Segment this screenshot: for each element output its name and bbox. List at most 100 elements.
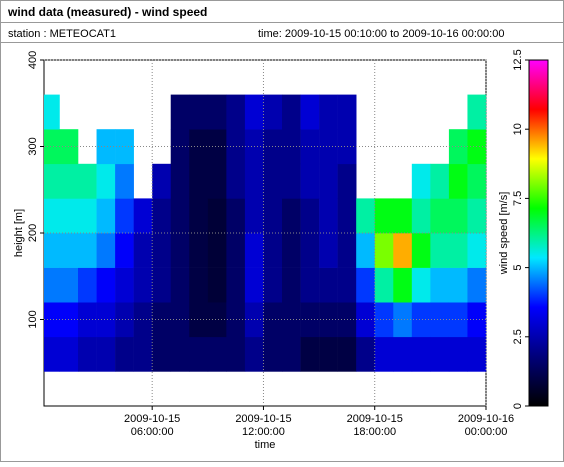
heat-cell [263,94,283,130]
heat-cell [356,267,376,303]
heat-cell [170,302,190,338]
heat-cell [319,94,338,130]
heat-cell [244,336,264,372]
heat-cell [244,94,264,130]
heat-cell [430,198,450,234]
heat-cell [226,129,246,165]
heat-cell [189,336,209,372]
heat-cell [226,163,246,199]
heat-cell [44,129,60,165]
heat-cell [59,198,79,234]
heat-cell [189,302,209,338]
x-tick-label: 2009-10-16 [458,413,514,425]
heat-cell [115,163,134,199]
colorbar-tick-label: 12.5 [512,49,524,70]
heat-cell [374,267,394,303]
heat-cell [282,267,301,303]
heat-cell [96,302,116,338]
heat-cell [337,336,357,372]
heat-cell [152,233,172,268]
heat-cell [44,302,60,338]
heat-cell [300,336,320,372]
heat-cell [244,198,264,234]
heat-cell [96,198,116,234]
heat-cell [337,94,357,130]
heat-cell [44,198,60,234]
heat-cell [374,302,394,338]
heat-cell [133,198,153,234]
station: station : METEOCAT1 [8,28,116,40]
heat-cell [430,302,450,338]
heat-cell [115,233,134,268]
heat-cell [96,336,116,372]
heat-cell [226,198,246,234]
heat-cell [337,267,357,303]
heat-cell [263,336,283,372]
heat-cell [96,233,116,268]
heat-cell [170,198,190,234]
heat-cell [189,267,209,303]
heat-cell [96,163,116,199]
heat-cell [411,233,431,268]
heat-cell [411,267,431,303]
heat-cell [96,267,116,303]
heat-cell [356,336,376,372]
heat-cell [207,267,227,303]
heat-cell [467,198,487,234]
heat-cell [300,233,320,268]
heat-cell [152,336,172,372]
x-tick-label: 06:00:00 [131,426,174,438]
heat-cell [133,267,153,303]
heat-cell [44,94,60,130]
heat-cell [115,336,134,372]
heat-cell [448,336,468,372]
heat-cell [374,198,394,234]
heat-cell [319,163,338,199]
heat-cell [78,163,97,199]
x-tick-label: 18:00:00 [353,426,396,438]
heat-cell [282,198,301,234]
heat-cell [189,198,209,234]
heat-cell [115,129,134,165]
heat-cell [78,336,97,372]
colorbar-tick-label: 5 [512,265,524,271]
heat-cell [467,163,487,199]
heat-cell [78,198,97,234]
heat-cell [244,233,264,268]
x-tick-label: 2009-10-15 [235,413,291,425]
y-tick-label: 100 [27,310,39,328]
heat-cell [170,94,190,130]
heat-cell [59,163,79,199]
heat-cell [467,94,487,130]
heat-cell [244,267,264,303]
heat-cell [356,233,376,268]
heat-cell [300,163,320,199]
y-tick-label: 300 [27,137,39,155]
heat-cell [300,198,320,234]
heat-cell [411,198,431,234]
heat-cell [448,267,468,303]
heat-cell [189,129,209,165]
heat-cell [207,94,227,130]
x-tick-label: 00:00:00 [465,426,508,438]
heat-cell [59,267,79,303]
heat-cell [356,198,376,234]
heat-cell [96,129,116,165]
colorbar-tick-label: 2.5 [512,329,524,344]
heat-cell [152,198,172,234]
heat-cell [337,233,357,268]
heat-cell [393,302,413,338]
heat-cell [189,233,209,268]
heat-cell [226,267,246,303]
heat-cell [78,302,97,338]
heat-cell [263,163,283,199]
colorbar [528,59,549,407]
heat-cell [207,129,227,165]
time-range: time: 2009-10-15 00:10:00 to 2009-10-16 … [258,28,504,40]
heat-cell [337,163,357,199]
y-tick-label: 200 [27,224,39,242]
heat-cell [152,163,172,199]
heat-cell [152,267,172,303]
heat-cell [319,129,338,165]
